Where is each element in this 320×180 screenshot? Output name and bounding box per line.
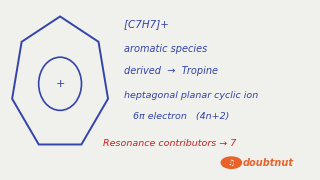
Text: [C7H7]+: [C7H7]+: [124, 19, 172, 29]
Text: heptagonal planar cyclic ion: heptagonal planar cyclic ion: [124, 91, 258, 100]
Text: aromatic species: aromatic species: [124, 44, 207, 54]
Text: +: +: [55, 79, 65, 89]
Circle shape: [221, 157, 242, 168]
Text: doubtnut: doubtnut: [243, 158, 293, 168]
Text: 6π electron   (4n+2): 6π electron (4n+2): [133, 112, 229, 121]
Text: ♫: ♫: [228, 158, 235, 167]
Text: Resonance contributors → 7: Resonance contributors → 7: [103, 139, 236, 148]
Text: derived  →  Tropine: derived → Tropine: [124, 66, 218, 75]
